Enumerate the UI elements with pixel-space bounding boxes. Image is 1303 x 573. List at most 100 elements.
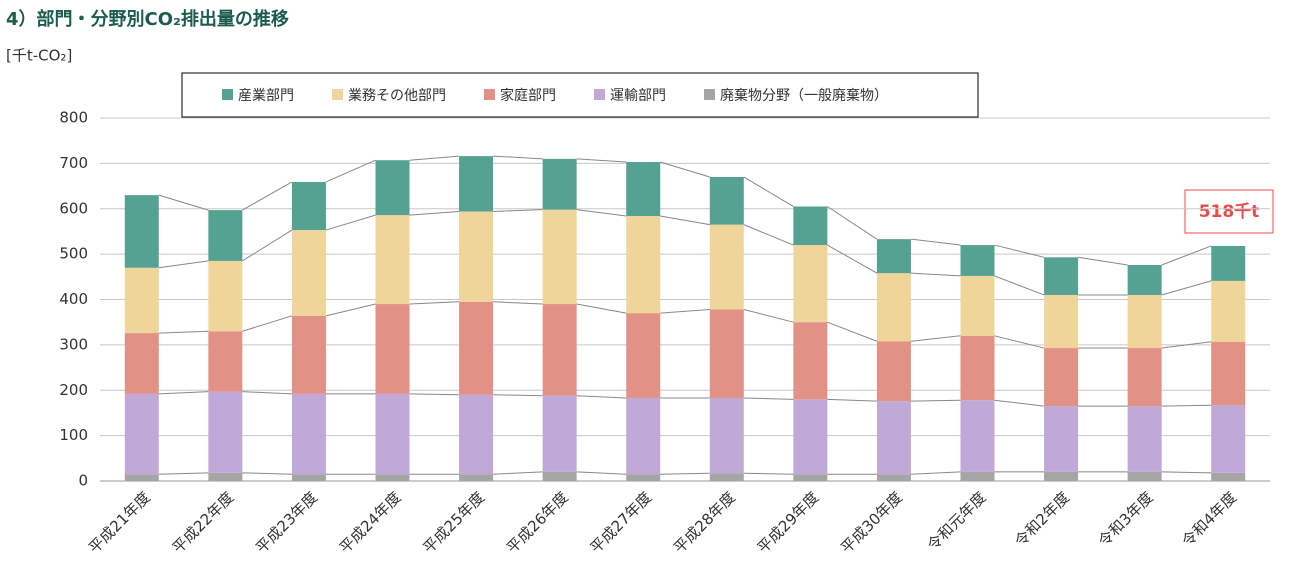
connector-line [910,238,961,246]
bar-segment [291,315,326,394]
bar-segment [375,160,410,216]
connector-line [409,393,460,396]
bar-segment [375,215,410,305]
connector-line [827,321,878,342]
connector-line [660,161,710,178]
y-tick-label: 200 [59,381,88,399]
bar-segment [542,158,577,210]
bar-segment [876,341,911,402]
bar-segment [1127,265,1162,295]
connector-line [325,159,376,183]
connector-line [493,155,543,160]
x-tick-label: 平成27年度 [587,488,656,557]
bar-segment [459,474,494,481]
y-axis-label: [千t-CO₂] [6,47,72,65]
connector-line [743,176,794,207]
connector-line [1161,404,1212,407]
connector-line [827,244,878,274]
bar-segment [542,209,577,305]
y-tick-label: 800 [59,109,88,127]
legend-label: 運輸部門 [610,88,666,104]
connector-line [576,395,627,399]
bar-segment [709,176,744,225]
bar-segment [876,239,911,274]
connector-line [1077,256,1128,266]
bar-segment [1044,406,1079,472]
connector-line [743,224,794,246]
bar-segment [1211,341,1246,406]
x-tick-label: 令和2年度 [1011,488,1073,550]
y-tick-label: 500 [59,245,88,263]
connector-line [827,398,877,402]
bar-segment [542,304,577,396]
connector-line [325,303,376,317]
legend-swatch [332,89,343,100]
legend-swatch [222,89,233,100]
connector-line [158,472,209,475]
legend-label: 業務その他部門 [348,88,446,104]
bar-segment [960,275,995,336]
bar-segment [375,393,410,475]
connector-line [1161,471,1212,474]
legend-swatch [594,89,605,100]
bar-segment [1044,257,1079,295]
x-tick-label: 平成30年度 [837,488,906,557]
connector-line [158,194,209,211]
connector-line [660,215,710,226]
bar-segment [1044,471,1079,481]
x-tick-label: 令和4年度 [1178,488,1240,550]
bar-segment [793,245,828,323]
bar-segment [1127,471,1162,481]
connector-line [242,229,293,262]
bar-segment [960,335,995,401]
bar-segment [1211,472,1246,481]
bar-segment [960,400,995,472]
connector-line [743,308,794,323]
x-tick-label: 平成21年度 [85,488,154,557]
connector-line [910,471,961,475]
bar-segment [208,331,243,392]
connector-line [1161,280,1212,296]
connector-line [242,391,292,395]
connector-line [576,209,627,217]
x-tick-label: 平成26年度 [503,488,572,557]
legend-label: 廃棄物分野（一般廃棄物） [720,87,888,104]
connector-line [1161,341,1212,349]
connector-line [994,335,1045,349]
chart-title: 4）部門・分野別CO₂排出量の推移 [6,8,289,30]
bar-segment [291,393,326,475]
legend-label: 家庭部門 [500,87,556,104]
bar-segment [1044,294,1079,349]
connector-line [660,308,710,314]
connector-line [242,315,293,332]
bar-segment [459,301,494,395]
connector-line [576,303,627,314]
connector-line [994,399,1045,407]
bar-segment [459,394,494,475]
connector-line [242,472,292,475]
connector-line [409,301,460,305]
y-tick-label: 300 [59,335,88,353]
y-tick-label: 600 [59,199,88,217]
connector-line [1161,245,1212,266]
x-tick-label: 平成22年度 [169,488,238,557]
bar-segment [1127,294,1162,349]
bar-segment [542,471,577,481]
bar-segment [626,397,661,475]
bar-segment [1127,348,1162,407]
connector-line [660,472,710,475]
bar-segment [459,156,494,212]
connector-line [158,330,209,334]
bar-segment [793,206,828,246]
bar-segment [459,211,494,302]
connector-line [493,209,543,212]
bar-segment [208,260,243,332]
x-tick-label: 平成24年度 [336,488,405,557]
x-tick-label: 平成29年度 [754,488,823,557]
bar-segment [709,473,744,481]
bar-segment [709,397,744,474]
bar-segment [876,401,911,475]
annotation: 518千t [1199,202,1260,222]
x-tick-label: 平成28年度 [670,488,739,557]
